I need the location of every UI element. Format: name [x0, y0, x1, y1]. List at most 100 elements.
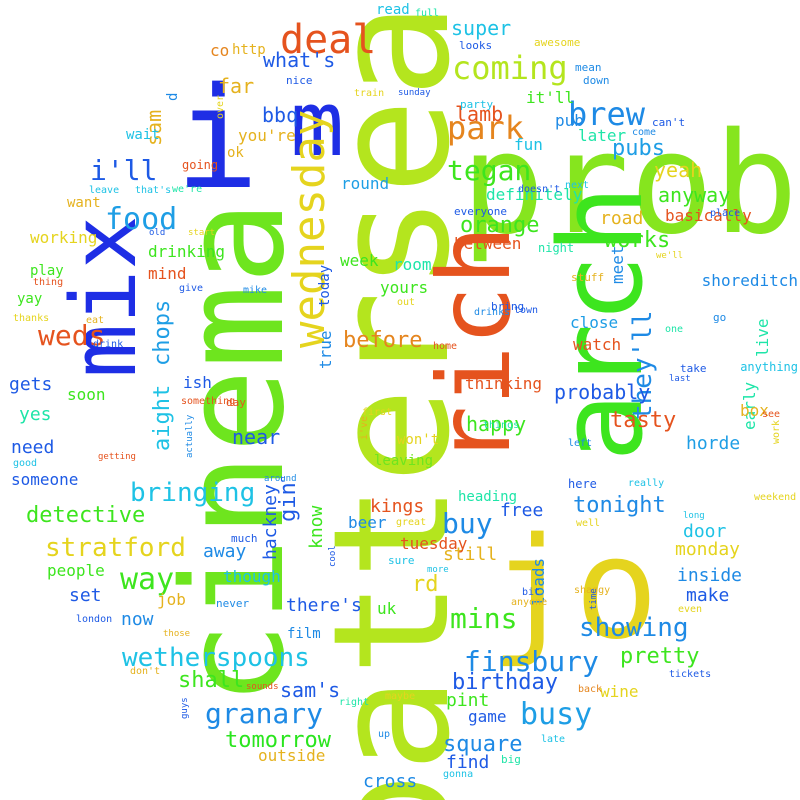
word-pint: pint	[446, 690, 490, 711]
word-out: out	[397, 297, 416, 308]
word-thanks: thanks	[13, 313, 50, 324]
word-pub: pub	[555, 111, 584, 130]
word-start: start	[188, 228, 216, 238]
word-detective: detective	[26, 503, 146, 528]
word-going: going	[182, 158, 219, 172]
word-shall: shall	[178, 668, 245, 693]
word-i-ve: i've	[359, 415, 370, 440]
word-birthday: birthday	[452, 670, 558, 695]
word-next: next	[565, 180, 590, 191]
word-stuff: stuff	[571, 271, 605, 284]
word-prob: prob	[460, 103, 798, 266]
word-between: between	[454, 234, 522, 253]
word-cool: cool	[328, 545, 338, 567]
word-though: though	[223, 567, 281, 586]
word-film: film	[287, 626, 321, 642]
word-town: town	[514, 305, 539, 316]
word-inside: inside	[677, 565, 743, 586]
word-probably: probably	[554, 380, 651, 404]
word-mind: mind	[148, 264, 187, 283]
word-sure: sure	[388, 554, 415, 567]
word-good: good	[13, 458, 38, 469]
word-monday: monday	[675, 539, 741, 560]
word-eat: eat	[86, 315, 105, 326]
word-works: works	[604, 228, 671, 253]
word-one: one	[665, 324, 684, 335]
word-ish: ish	[183, 373, 212, 392]
word-doesn-t: doesn't	[518, 184, 561, 195]
word-tickets: tickets	[669, 669, 712, 680]
word-watch: watch	[573, 335, 622, 354]
word-looks: looks	[459, 39, 493, 52]
word-long: long	[683, 511, 705, 521]
word-london: london	[76, 614, 113, 625]
word-mean: mean	[575, 61, 602, 74]
word-away: away	[203, 541, 247, 562]
word-busy: busy	[520, 697, 593, 732]
word-i: i	[175, 58, 260, 221]
word-pretty: pretty	[620, 644, 700, 669]
word-bit: bit	[522, 587, 541, 598]
word-c: c	[280, 475, 286, 485]
word-over: over	[215, 94, 226, 119]
word-find: find	[446, 752, 490, 773]
word-it-ll: it'll	[526, 88, 575, 107]
word-drinks: drinks	[474, 307, 511, 318]
word-weekend: weekend	[754, 492, 797, 503]
word-first: first	[362, 407, 393, 418]
word-up: up	[378, 729, 391, 740]
word-train: train	[354, 88, 385, 99]
word-full: full	[415, 8, 440, 19]
word-nice: nice	[286, 74, 313, 87]
word-room: room	[393, 255, 432, 274]
word-take: take	[680, 362, 707, 375]
word-aight: aight	[150, 384, 175, 451]
word-tomorrow: tomorrow	[225, 728, 331, 753]
word-sounds: sounds	[246, 682, 279, 692]
word-pubs: pubs	[612, 136, 665, 161]
word-won-t: won't	[397, 432, 440, 448]
word-don-t: don't	[130, 666, 161, 677]
word-know: know	[306, 505, 327, 549]
word-horde: horde	[686, 433, 741, 454]
word-granary: granary	[205, 697, 324, 730]
word-even: even	[678, 604, 703, 615]
word-drink: drink	[93, 339, 124, 350]
word-yes: yes	[19, 404, 52, 425]
word-tonight: tonight	[573, 493, 666, 518]
word-jo: jo	[490, 508, 659, 671]
word-uk: uk	[377, 599, 397, 618]
word-late: late	[541, 734, 566, 745]
word-maybe: maybe	[385, 691, 416, 702]
word-can-t: can't	[652, 116, 686, 129]
word-big: big	[501, 753, 521, 766]
word-sunday: sunday	[398, 88, 431, 98]
word-chops: chops	[150, 299, 175, 366]
word-yours: yours	[380, 278, 429, 297]
word-there-s: there's	[286, 595, 362, 616]
word-box: box	[740, 401, 769, 420]
word-well: well	[576, 518, 601, 529]
word-way: way	[120, 562, 175, 597]
word-lamb: lamb	[455, 102, 504, 126]
word-before: before	[343, 328, 423, 353]
word-make: make	[686, 585, 730, 606]
word-really: really	[628, 478, 665, 489]
word-park: park	[447, 109, 525, 147]
word-around: around	[264, 474, 297, 484]
word-home: home	[433, 341, 458, 352]
word-http: http	[232, 42, 266, 58]
word-near: near	[232, 425, 281, 449]
word-job: job	[157, 590, 186, 609]
word-wait: wait	[126, 127, 160, 143]
word-finsbury: finsbury	[464, 645, 599, 678]
word-close: close	[570, 313, 619, 332]
word-m: m	[290, 72, 345, 177]
word-outside: outside	[258, 746, 326, 765]
word-wine: wine	[600, 682, 639, 701]
word-definitely: definitely	[486, 185, 583, 204]
word-wednesday: wednesday	[284, 109, 335, 348]
word-set: set	[69, 585, 102, 606]
word-work: work	[771, 419, 782, 444]
word-give: give	[179, 283, 204, 294]
